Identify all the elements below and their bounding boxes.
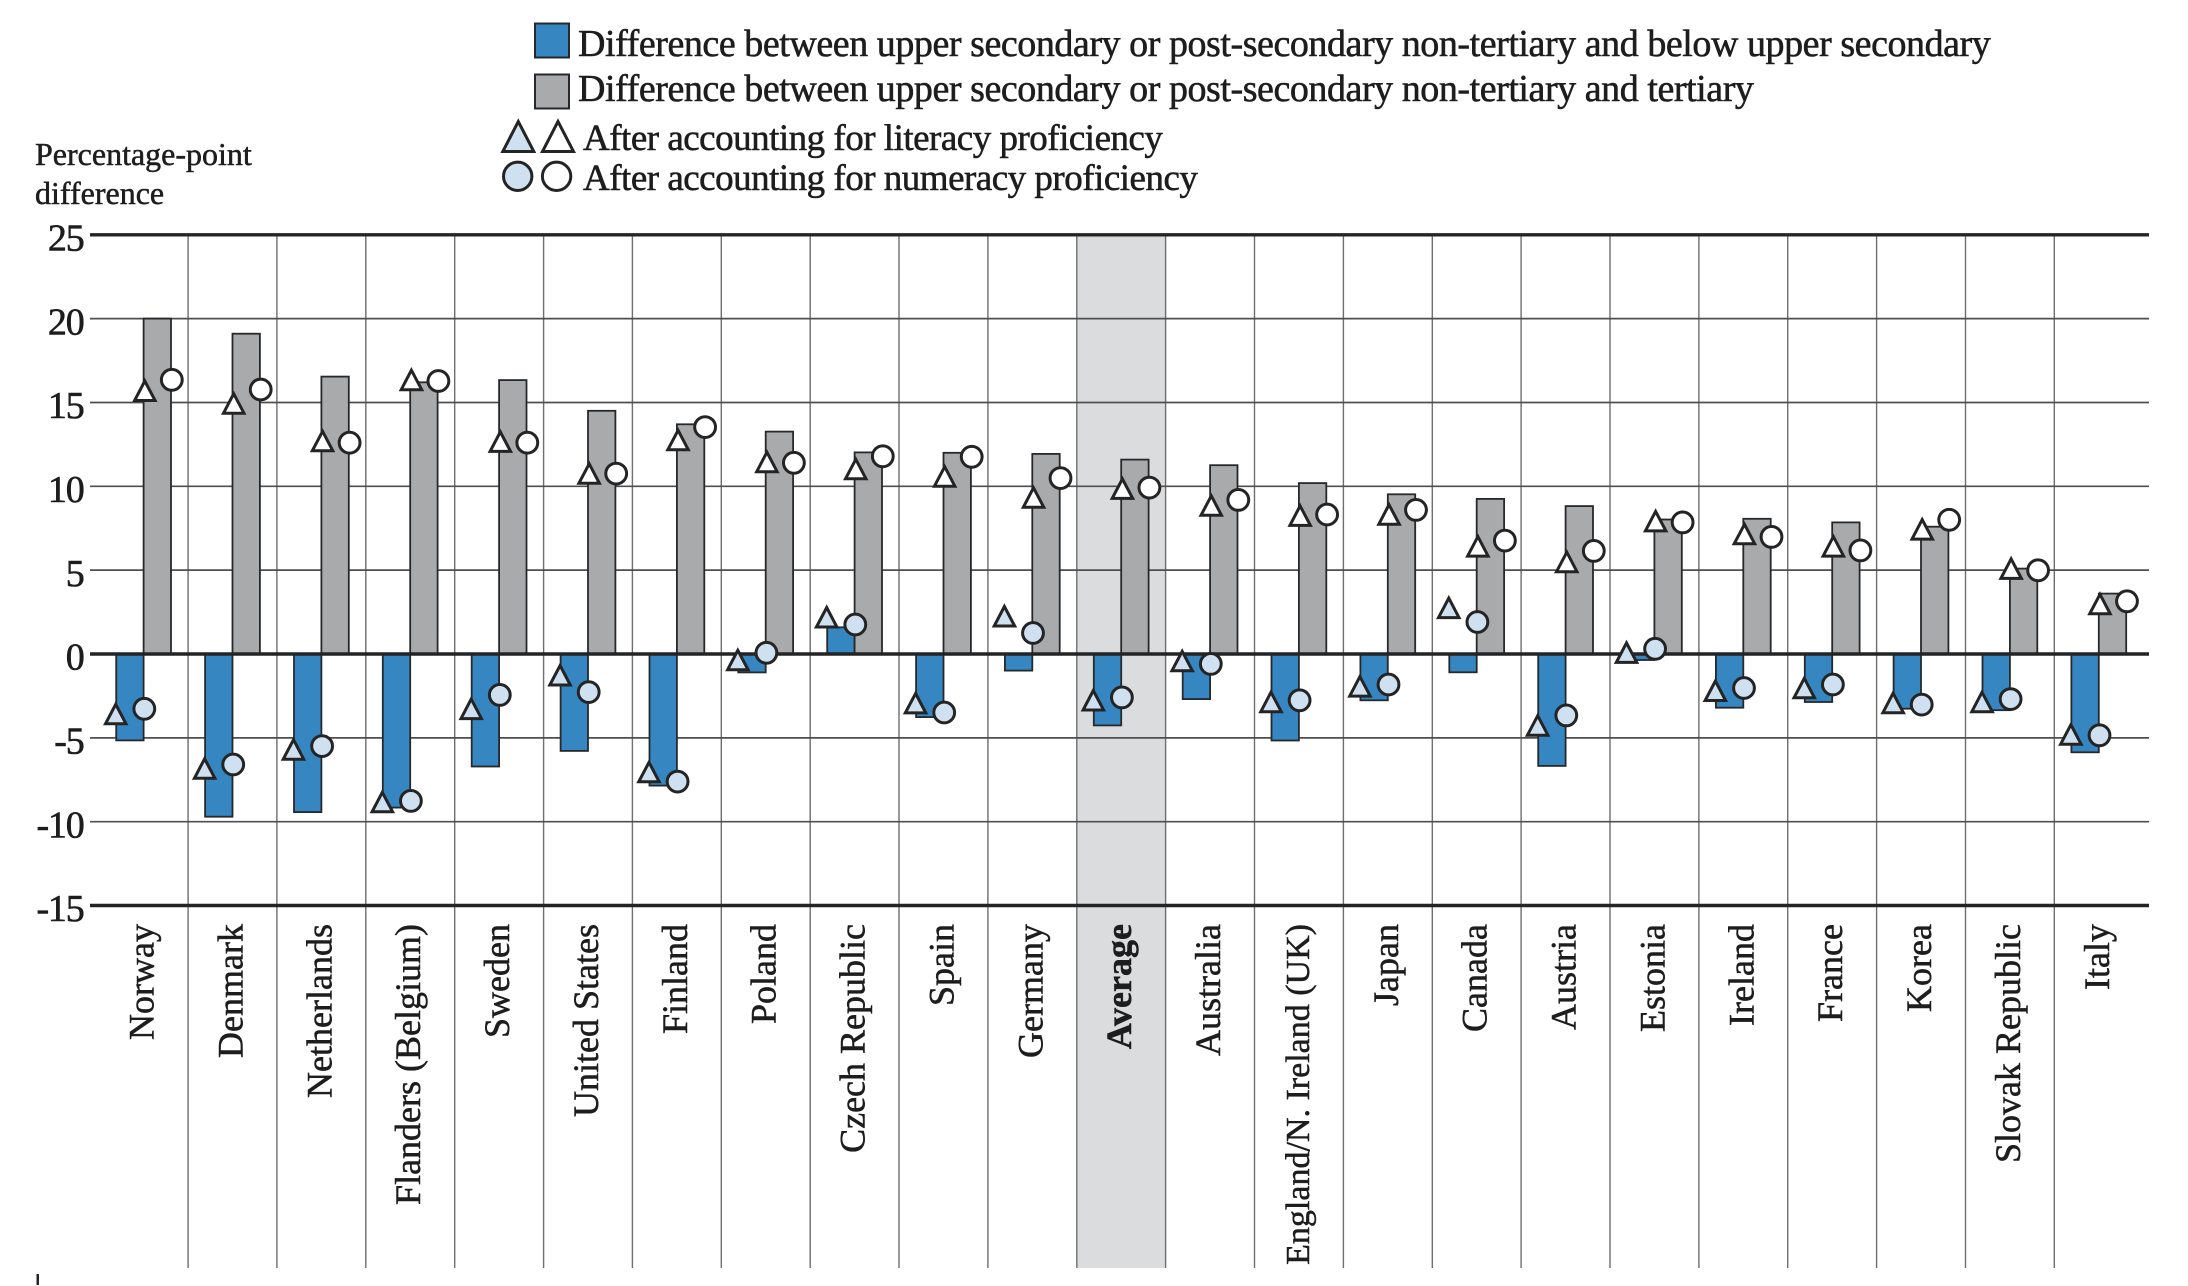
svg-text:Difference between upper secon: Difference between upper secondary or po… xyxy=(578,68,1754,110)
svg-text:25: 25 xyxy=(48,217,84,259)
svg-text:Flanders (Belgium): Flanders (Belgium) xyxy=(388,924,428,1205)
svg-text:Denmark: Denmark xyxy=(211,924,251,1058)
svg-text:Percentage-point: Percentage-point xyxy=(35,136,252,172)
svg-text:France: France xyxy=(1810,924,1850,1022)
svg-text:Norway: Norway xyxy=(122,924,162,1040)
svg-text:After accounting for literacy: After accounting for literacy proficienc… xyxy=(583,118,1163,159)
svg-text:Spain: Spain xyxy=(922,924,962,1006)
svg-text:Austria: Austria xyxy=(1544,924,1584,1030)
svg-text:15: 15 xyxy=(48,385,84,427)
svg-text:Sweden: Sweden xyxy=(477,924,517,1038)
svg-text:difference: difference xyxy=(35,175,164,211)
svg-text:United States: United States xyxy=(566,924,606,1117)
svg-text:20: 20 xyxy=(48,301,84,343)
svg-text:Slovak Republic: Slovak Republic xyxy=(1988,924,2028,1163)
svg-text:-15: -15 xyxy=(36,888,83,930)
svg-text:Australia: Australia xyxy=(1188,924,1228,1056)
svg-text:After accounting for numeracy: After accounting for numeracy proficienc… xyxy=(583,158,1198,199)
svg-text:0: 0 xyxy=(66,637,84,679)
svg-text:Ireland: Ireland xyxy=(1721,924,1761,1026)
svg-text:Czech Republic: Czech Republic xyxy=(833,924,873,1153)
svg-text:Estonia: Estonia xyxy=(1632,924,1672,1032)
svg-text:Poland: Poland xyxy=(744,924,784,1024)
svg-text:-10: -10 xyxy=(36,804,83,846)
svg-text:Finland: Finland xyxy=(655,924,695,1034)
svg-text:Difference between upper secon: Difference between upper secondary or po… xyxy=(578,23,1991,65)
svg-text:Korea: Korea xyxy=(1899,924,1939,1012)
svg-text:Italy: Italy xyxy=(2077,924,2117,990)
svg-text:Netherlands: Netherlands xyxy=(299,924,339,1098)
svg-text:Canada: Canada xyxy=(1455,924,1495,1032)
svg-text:5: 5 xyxy=(66,553,84,595)
svg-text:Average: Average xyxy=(1099,924,1139,1049)
svg-text:10: 10 xyxy=(48,469,84,511)
svg-text:England/N. Ireland (UK): England/N. Ireland (UK) xyxy=(1280,924,1317,1265)
svg-text:-5: -5 xyxy=(54,721,83,763)
svg-text:Japan: Japan xyxy=(1366,924,1406,1006)
svg-text:Germany: Germany xyxy=(1010,924,1050,1058)
